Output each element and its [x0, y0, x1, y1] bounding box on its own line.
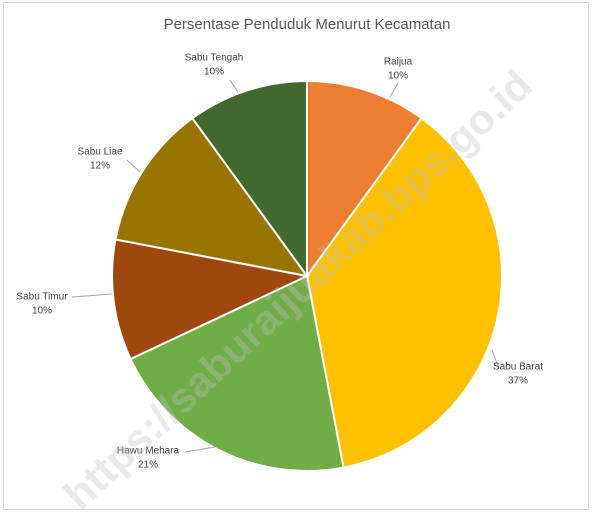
- pie-slice: [305, 116, 503, 469]
- slice-label: Sabu Tengah: [185, 53, 244, 64]
- slice-label: Sabu Timur: [16, 292, 68, 303]
- leader-line: [126, 159, 141, 173]
- chart-title: Persentase Penduduk Menurut Kecamatan: [164, 16, 451, 33]
- labels: Raijua 10% Sabu Barat 37% Hawu Mehara 21% Sabu…: [16, 53, 543, 471]
- slice-label: Sabu Barat: [493, 362, 543, 373]
- leader-line: [491, 349, 499, 367]
- pie-slice: [190, 79, 308, 280]
- slice-value-label: 10%: [32, 306, 52, 317]
- slice-label: Raijua: [384, 57, 413, 68]
- slice-label: Hawu Mehara: [117, 446, 180, 457]
- pie: [111, 79, 503, 472]
- pie-slice: [111, 238, 311, 361]
- leader-line: [184, 446, 216, 453]
- pie-slice: [306, 79, 424, 280]
- slice-value-label: 10%: [388, 71, 408, 82]
- leader-line: [389, 82, 399, 98]
- pie-slice: [129, 274, 345, 472]
- leader-line: [71, 293, 113, 298]
- slice-value-label: 21%: [138, 460, 158, 471]
- slice-value-label: 10%: [204, 67, 224, 78]
- slice-value-label: 37%: [508, 376, 528, 387]
- pie-slice: [114, 116, 310, 278]
- slice-value-label: 12%: [90, 161, 110, 172]
- slice-label: Sabu Liae: [77, 147, 122, 158]
- leader-line: [229, 79, 239, 93]
